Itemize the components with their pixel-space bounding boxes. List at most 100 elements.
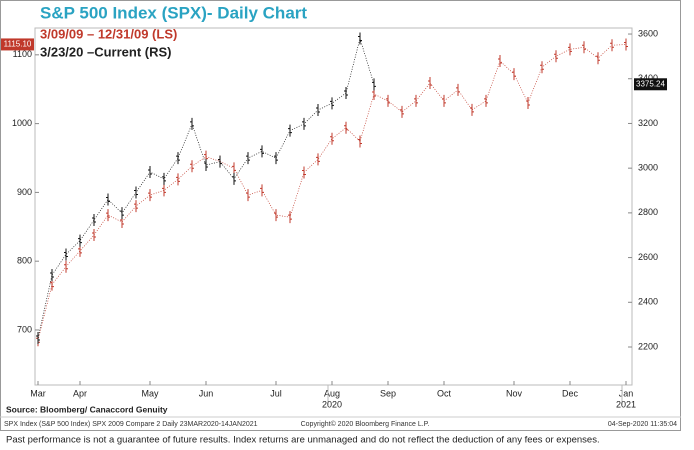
footer-center: Copyright© 2020 Bloomberg Finance L.P.	[301, 420, 430, 428]
x-tick-label: Dec	[562, 388, 579, 398]
ohlc-bar	[64, 248, 68, 261]
y-tick-label: 900	[17, 187, 32, 197]
ohlc-bar	[120, 207, 124, 220]
x-tick-label: Jun	[199, 388, 214, 398]
y-tick-label: 800	[17, 256, 32, 266]
ohlc-bar	[316, 104, 320, 117]
ohlc-bar	[176, 173, 180, 186]
ohlc-bar	[274, 209, 278, 222]
ohlc-bar	[372, 78, 376, 91]
ohlc-bar	[50, 269, 54, 282]
ohlc-bar	[190, 117, 194, 130]
ohlc-bar	[526, 96, 530, 109]
ohlc-bar	[344, 87, 348, 100]
plot-area	[34, 27, 633, 386]
legend-entry: 3/23/20 –Current (RS)	[40, 44, 172, 59]
y2-tick-label: 3400	[638, 73, 658, 83]
y2-tick-label: 2400	[638, 297, 658, 307]
ohlc-bar	[358, 32, 362, 45]
ohlc-bar	[484, 94, 488, 107]
y2-tick-label: 2800	[638, 207, 658, 217]
ohlc-bar	[400, 105, 404, 118]
ohlc-bar	[92, 229, 96, 242]
legend-entry: 3/09/09 – 12/31/09 (LS)	[40, 26, 177, 41]
ohlc-bar	[554, 50, 558, 63]
ohlc-bar	[456, 83, 460, 96]
last-value-label: 1115.10	[4, 40, 32, 49]
ohlc-bar	[64, 260, 68, 273]
ohlc-bar	[246, 189, 250, 202]
ohlc-bar	[316, 153, 320, 166]
ohlc-bar	[624, 38, 628, 51]
ohlc-bar	[442, 94, 446, 107]
ohlc-bar	[512, 68, 516, 81]
ohlc-bar	[288, 124, 292, 137]
y2-tick-label: 3000	[638, 163, 658, 173]
ohlc-bar	[260, 145, 264, 158]
ohlc-bar	[386, 94, 390, 107]
ohlc-bar	[190, 160, 194, 173]
ohlc-bar	[596, 52, 600, 65]
ohlc-bar	[288, 211, 292, 224]
x-tick-label: May	[141, 388, 159, 398]
source: Source: Bloomberg/ Canaccord Genuity	[6, 404, 168, 414]
ohlc-bar	[232, 172, 236, 185]
x-tick-label: Apr	[73, 388, 87, 398]
footer-left: SPX Index (S&P 500 Index) SPX 2009 Compa…	[4, 421, 258, 428]
ohlc-bar	[78, 244, 82, 257]
y-tick-label: 1100	[13, 49, 32, 59]
ohlc-bar	[260, 184, 264, 197]
ohlc-bar	[610, 39, 614, 52]
ohlc-bar	[540, 61, 544, 74]
ohlc-bar	[78, 234, 82, 247]
x-tick-label: Aug	[324, 388, 340, 398]
ohlc-bar	[498, 55, 502, 68]
ohlc-bar	[162, 172, 166, 185]
year-label: 2021	[616, 399, 636, 409]
footer-right: 04-Sep-2020 11:35:04	[608, 421, 677, 428]
ohlc-bar	[134, 186, 138, 199]
ohlc-bar	[36, 332, 40, 345]
disclaimer: Past performance is not a guarantee of f…	[6, 435, 600, 446]
ohlc-bar	[106, 193, 110, 206]
x-tick-label: Nov	[506, 388, 523, 398]
ohlc-bar	[246, 152, 250, 165]
ohlc-bar	[176, 152, 180, 165]
ohlc-bar	[470, 103, 474, 116]
y-tick-label: 1000	[12, 118, 32, 128]
x-tick-label: Mar	[30, 388, 46, 398]
x-tick-label: Sep	[380, 388, 396, 398]
ohlc-bar	[106, 209, 110, 222]
ohlc-bar	[218, 155, 222, 168]
y2-tick-label: 2200	[638, 341, 658, 351]
x-tick-label: Jan	[619, 388, 634, 398]
ohlc-bar	[330, 97, 334, 110]
ohlc-bar	[162, 184, 166, 197]
y2-tick-label: 2600	[638, 252, 658, 262]
y2-tick-label: 3200	[638, 118, 658, 128]
last-value-box	[634, 78, 667, 91]
last-value-label: 3375.24	[636, 79, 665, 88]
ohlc-bar	[232, 162, 236, 175]
ohlc-bar	[414, 94, 418, 107]
ohlc-bar	[148, 189, 152, 202]
ohlc-bar	[582, 41, 586, 54]
ohlc-bar	[330, 132, 334, 145]
ohlc-bar	[92, 214, 96, 227]
ohlc-bar	[274, 152, 278, 165]
ohlc-bar	[134, 200, 138, 213]
x-tick-label: Oct	[437, 388, 452, 398]
ohlc-bar	[302, 117, 306, 130]
y-tick-label: 700	[17, 324, 32, 334]
chart-title: S&P 500 Index (SPX)- Daily Chart	[40, 3, 307, 22]
ohlc-bar	[204, 159, 208, 172]
ohlc-bar	[344, 121, 348, 134]
x-tick-label: Jul	[270, 388, 282, 398]
y2-tick-label: 3600	[638, 28, 658, 38]
ohlc-bar	[148, 165, 152, 178]
ohlc-bar	[568, 43, 572, 56]
ohlc-bar	[358, 135, 362, 148]
last-value-box	[1, 38, 34, 51]
chart-frame	[0, 0, 681, 431]
